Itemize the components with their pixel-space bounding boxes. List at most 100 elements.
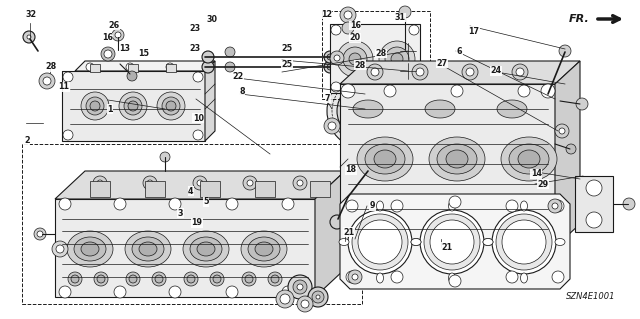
Circle shape: [114, 286, 126, 298]
Circle shape: [328, 122, 336, 130]
Circle shape: [416, 68, 424, 76]
Text: 13: 13: [119, 44, 131, 53]
Ellipse shape: [241, 231, 287, 267]
Polygon shape: [340, 194, 570, 289]
Circle shape: [362, 213, 374, 225]
Circle shape: [379, 41, 415, 77]
Circle shape: [348, 210, 412, 274]
Bar: [340, 133, 390, 145]
Text: 27: 27: [436, 59, 447, 68]
Circle shape: [71, 275, 79, 283]
Bar: [575, 176, 613, 232]
Circle shape: [367, 64, 383, 80]
Ellipse shape: [374, 150, 396, 168]
Text: 5: 5: [204, 197, 209, 206]
Circle shape: [409, 25, 419, 35]
Ellipse shape: [425, 100, 455, 118]
Circle shape: [462, 64, 478, 80]
Circle shape: [352, 274, 358, 280]
Circle shape: [330, 215, 344, 229]
Circle shape: [348, 270, 362, 284]
Circle shape: [548, 199, 562, 213]
Circle shape: [166, 63, 174, 71]
Circle shape: [301, 300, 309, 308]
Text: 4: 4: [188, 187, 193, 196]
Polygon shape: [205, 61, 215, 141]
Circle shape: [365, 216, 371, 222]
Text: 11: 11: [58, 82, 70, 91]
Text: 20: 20: [349, 33, 361, 42]
Ellipse shape: [376, 273, 383, 283]
Circle shape: [541, 232, 555, 246]
Ellipse shape: [125, 231, 171, 267]
Circle shape: [468, 213, 480, 225]
Circle shape: [59, 198, 71, 210]
Circle shape: [324, 118, 340, 134]
Circle shape: [357, 103, 373, 119]
Text: SZN4E1001: SZN4E1001: [566, 292, 615, 301]
Circle shape: [297, 180, 303, 186]
Circle shape: [451, 85, 463, 97]
Text: 28: 28: [354, 61, 365, 70]
Circle shape: [247, 180, 253, 186]
Circle shape: [282, 198, 294, 210]
Circle shape: [324, 51, 336, 63]
Circle shape: [268, 272, 282, 286]
Circle shape: [344, 11, 352, 19]
Circle shape: [308, 287, 328, 307]
Circle shape: [226, 198, 238, 210]
Ellipse shape: [411, 239, 421, 246]
Circle shape: [420, 210, 484, 274]
Circle shape: [59, 286, 71, 298]
Text: 18: 18: [345, 165, 356, 174]
Circle shape: [324, 61, 336, 73]
Circle shape: [506, 200, 518, 212]
Text: 30: 30: [207, 15, 218, 24]
Circle shape: [334, 55, 340, 61]
Text: 2: 2: [24, 137, 29, 145]
Circle shape: [243, 176, 257, 190]
Text: 14: 14: [531, 169, 542, 178]
Text: 6: 6: [457, 47, 462, 56]
Circle shape: [559, 128, 565, 134]
Circle shape: [27, 35, 31, 39]
Circle shape: [399, 6, 411, 18]
Circle shape: [327, 54, 333, 60]
Circle shape: [552, 271, 564, 283]
Circle shape: [464, 209, 484, 229]
Text: 17: 17: [468, 27, 479, 36]
Ellipse shape: [132, 237, 164, 261]
Ellipse shape: [518, 150, 540, 168]
Ellipse shape: [190, 237, 222, 261]
Circle shape: [516, 68, 524, 76]
Circle shape: [543, 216, 549, 222]
Circle shape: [337, 41, 373, 77]
Circle shape: [119, 92, 147, 120]
Circle shape: [129, 275, 137, 283]
Circle shape: [471, 216, 477, 222]
Circle shape: [312, 291, 324, 303]
Polygon shape: [340, 61, 580, 84]
Polygon shape: [62, 71, 205, 141]
Circle shape: [342, 22, 354, 34]
Circle shape: [293, 280, 307, 294]
Circle shape: [404, 67, 412, 75]
Text: 7: 7: [325, 94, 330, 103]
Circle shape: [340, 7, 356, 23]
Circle shape: [492, 210, 556, 274]
Circle shape: [147, 180, 153, 186]
Circle shape: [552, 203, 558, 209]
Ellipse shape: [555, 239, 565, 246]
Bar: [90, 181, 110, 197]
Bar: [145, 181, 165, 197]
Circle shape: [399, 216, 405, 222]
Text: 16: 16: [102, 33, 113, 42]
Circle shape: [327, 73, 403, 149]
Circle shape: [341, 84, 355, 98]
Circle shape: [126, 272, 140, 286]
Ellipse shape: [139, 242, 157, 256]
Circle shape: [143, 176, 157, 190]
Text: 28: 28: [45, 63, 57, 71]
Circle shape: [94, 272, 108, 286]
Circle shape: [114, 198, 126, 210]
